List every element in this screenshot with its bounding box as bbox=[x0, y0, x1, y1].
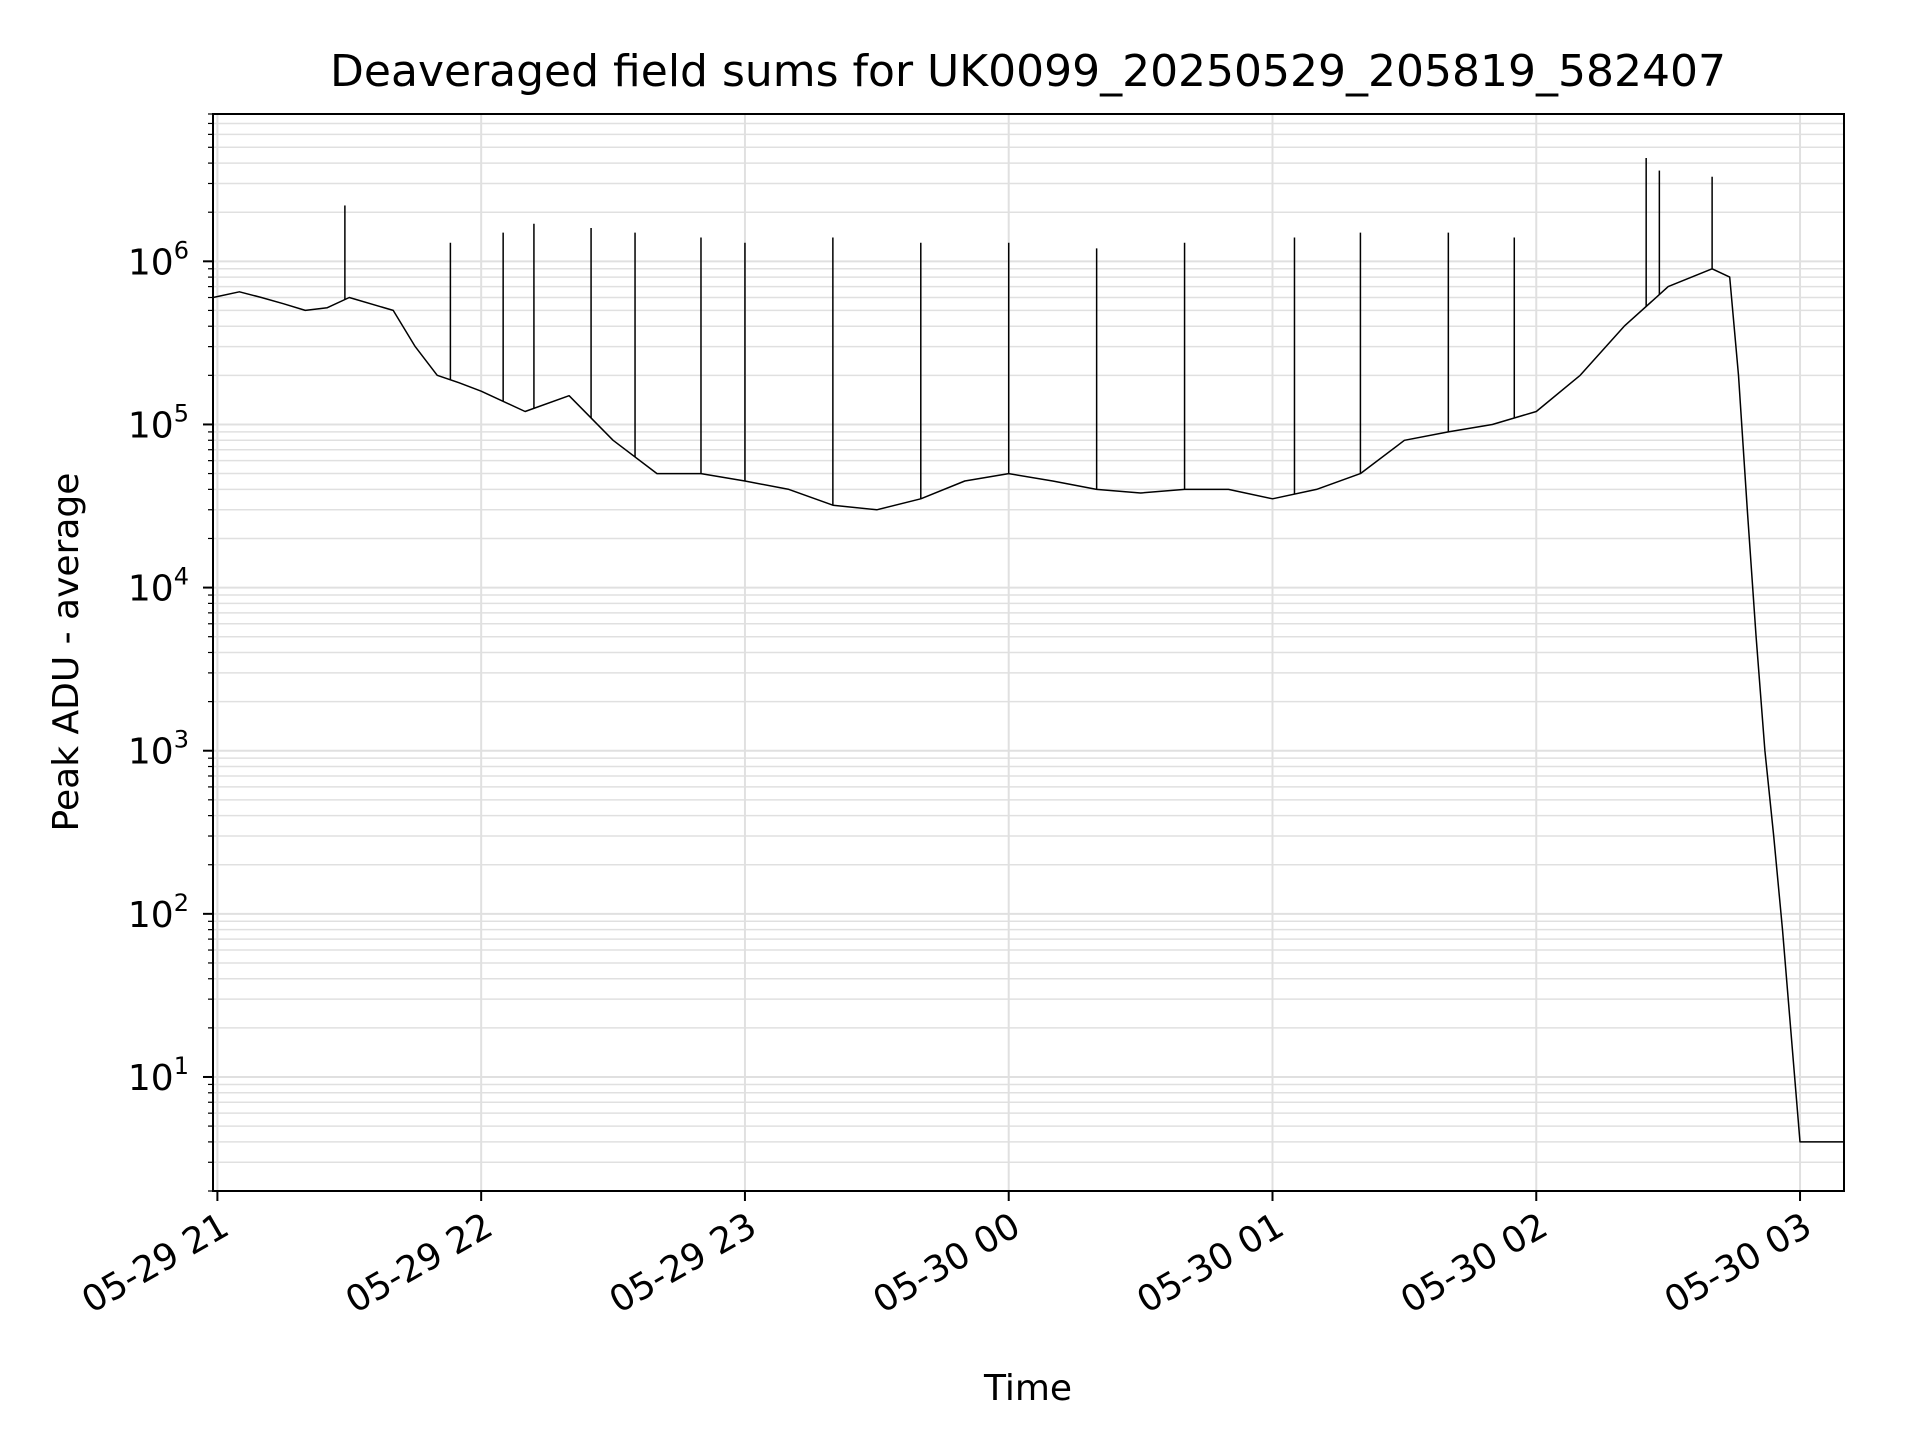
y-tick-exponent: 5 bbox=[174, 399, 189, 427]
y-tick-base: 10 bbox=[128, 1058, 174, 1099]
y-tick-base: 10 bbox=[128, 732, 174, 773]
y-tick-exponent: 3 bbox=[174, 726, 189, 754]
y-tick-label: 105 bbox=[128, 399, 189, 446]
y-tick-exponent: 4 bbox=[174, 563, 189, 591]
y-tick-exponent: 6 bbox=[174, 236, 189, 264]
y-tick-base: 10 bbox=[128, 569, 174, 610]
y-tick-label: 103 bbox=[128, 726, 189, 773]
y-tick-exponent: 2 bbox=[174, 889, 189, 917]
data-series bbox=[212, 157, 1844, 1143]
data-line bbox=[212, 268, 1844, 1143]
y-tick-label: 106 bbox=[128, 236, 189, 283]
chart-title: Deaveraged field sums for UK0099_2025052… bbox=[330, 46, 1726, 97]
y-tick-label: 101 bbox=[128, 1052, 189, 1099]
y-tick-label: 102 bbox=[128, 889, 189, 936]
y-tick-exponent: 1 bbox=[174, 1052, 189, 1080]
y-tick-base: 10 bbox=[128, 895, 174, 936]
y-tick-base: 10 bbox=[128, 242, 174, 283]
y-tick-base: 10 bbox=[128, 405, 174, 446]
y-tick-label: 104 bbox=[128, 563, 189, 610]
y-axis-label: Peak ADU - average bbox=[46, 473, 87, 832]
x-axis-label: Time bbox=[983, 1368, 1072, 1409]
